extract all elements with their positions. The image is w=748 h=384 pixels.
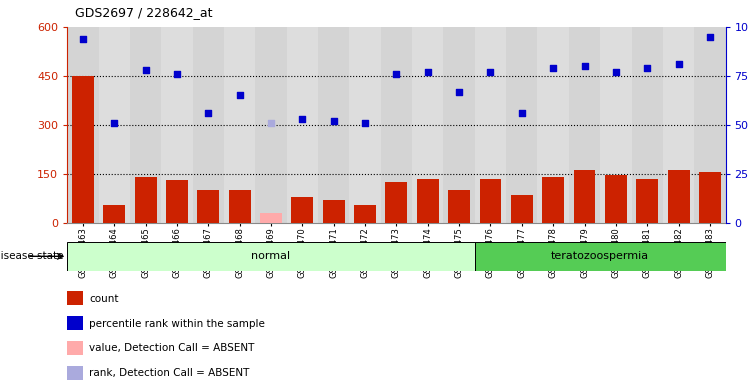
Bar (67, 242, 475, 271)
Point (328, 118, 340, 124)
Bar (166, 180, 188, 223)
Bar (475, 27, 506, 223)
Bar (381, 27, 412, 223)
Bar (444, 27, 475, 223)
Text: percentile rank within the sample: percentile rank within the sample (89, 318, 265, 329)
Bar (663, 27, 694, 223)
Bar (448, 190, 470, 223)
Bar (67, 341, 83, 355)
Point (422, 69, 434, 75)
Point (233, 92, 245, 98)
Bar (260, 213, 282, 223)
Point (203, 110, 215, 116)
Point (359, 120, 371, 126)
Point (108, 120, 120, 126)
Bar (694, 27, 726, 223)
Bar (667, 170, 690, 223)
Bar (600, 27, 631, 223)
Bar (417, 179, 439, 223)
Bar (542, 177, 564, 223)
Bar (72, 76, 94, 223)
Bar (67, 291, 83, 305)
Bar (631, 27, 663, 223)
Point (296, 116, 308, 122)
Bar (568, 27, 600, 223)
Text: normal: normal (251, 251, 291, 262)
Point (548, 65, 560, 71)
Text: count: count (89, 293, 118, 304)
Point (578, 63, 590, 69)
Point (672, 61, 684, 67)
Bar (506, 27, 538, 223)
Point (641, 65, 653, 71)
Bar (475, 242, 726, 271)
Point (610, 69, 622, 75)
Text: teratozoospermia: teratozoospermia (551, 251, 649, 262)
Bar (574, 170, 595, 223)
Bar (67, 316, 83, 330)
Text: disease state: disease state (0, 251, 64, 262)
Point (453, 88, 465, 94)
Bar (67, 366, 83, 380)
Bar (135, 177, 156, 223)
Bar (699, 172, 721, 223)
Bar (385, 182, 408, 223)
Bar (318, 27, 349, 223)
Bar (538, 27, 568, 223)
Point (704, 34, 716, 40)
Bar (99, 27, 130, 223)
Bar (224, 27, 255, 223)
Point (77, 36, 89, 42)
Bar (67, 27, 99, 223)
Bar (637, 179, 658, 223)
Text: value, Detection Call = ABSENT: value, Detection Call = ABSENT (89, 343, 254, 354)
Bar (255, 27, 286, 223)
Point (265, 120, 277, 126)
Bar (229, 190, 251, 223)
Bar (479, 179, 501, 223)
Bar (292, 197, 313, 223)
Point (390, 71, 402, 77)
Bar (511, 195, 533, 223)
Bar (354, 205, 376, 223)
Bar (605, 175, 627, 223)
Bar (286, 27, 318, 223)
Point (485, 69, 497, 75)
Bar (349, 27, 381, 223)
Point (171, 71, 183, 77)
Bar (323, 200, 345, 223)
Bar (193, 27, 224, 223)
Bar (412, 27, 444, 223)
Text: GDS2697 / 228642_at: GDS2697 / 228642_at (75, 6, 212, 19)
Bar (103, 205, 126, 223)
Bar (197, 190, 219, 223)
Bar (162, 27, 193, 223)
Point (140, 67, 152, 73)
Bar (130, 27, 162, 223)
Point (516, 110, 528, 116)
Text: rank, Detection Call = ABSENT: rank, Detection Call = ABSENT (89, 368, 249, 379)
